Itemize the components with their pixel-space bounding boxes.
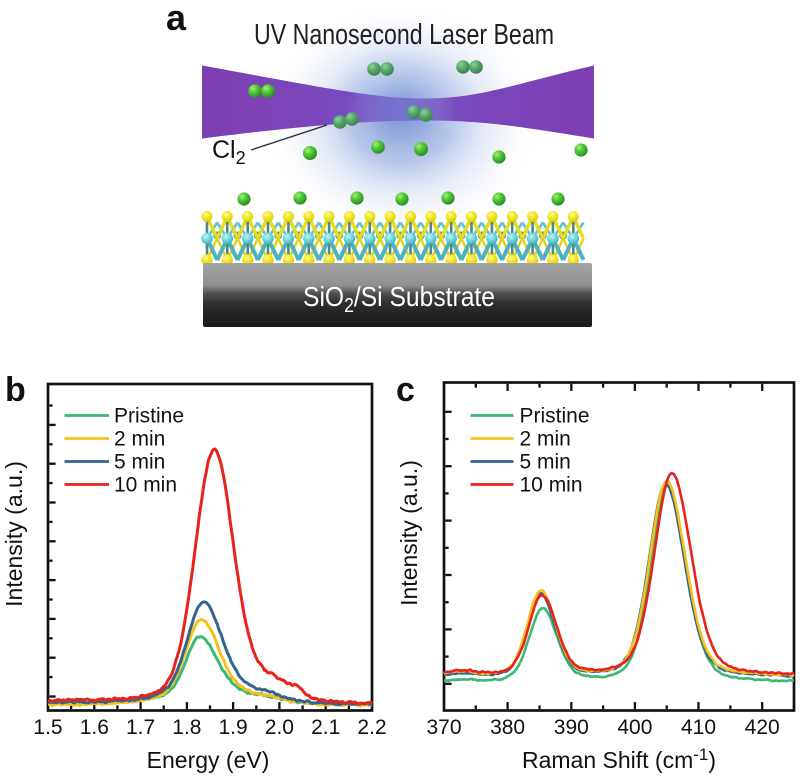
svg-text:Raman Shift (cm-1): Raman Shift (cm-1) <box>522 745 716 773</box>
svg-text:Intensity (a.u.): Intensity (a.u.) <box>396 460 422 606</box>
svg-text:5 min: 5 min <box>114 451 165 474</box>
svg-text:b: b <box>5 371 26 409</box>
svg-text:2 min: 2 min <box>520 428 571 451</box>
svg-text:390: 390 <box>554 716 589 739</box>
svg-text:a: a <box>166 0 187 38</box>
svg-text:5 min: 5 min <box>520 451 571 474</box>
svg-text:410: 410 <box>681 716 716 739</box>
svg-text:1.9: 1.9 <box>218 716 247 739</box>
svg-text:Pristine: Pristine <box>114 405 184 428</box>
svg-text:Pristine: Pristine <box>520 405 590 428</box>
svg-text:1.5: 1.5 <box>33 716 62 739</box>
svg-text:400: 400 <box>617 716 652 739</box>
svg-text:2.2: 2.2 <box>357 716 386 739</box>
svg-text:1.7: 1.7 <box>126 716 155 739</box>
svg-text:UV Nanosecond Laser Beam: UV Nanosecond Laser Beam <box>254 19 554 51</box>
svg-text:1.8: 1.8 <box>172 716 201 739</box>
svg-text:420: 420 <box>745 716 780 739</box>
svg-text:2.1: 2.1 <box>311 716 340 739</box>
svg-text:c: c <box>396 371 415 409</box>
svg-text:SiO2/Si Substrate: SiO2/Si Substrate <box>303 281 495 317</box>
svg-text:Intensity (a.u.): Intensity (a.u.) <box>1 461 27 607</box>
svg-text:380: 380 <box>490 716 525 739</box>
svg-text:2.0: 2.0 <box>265 716 294 739</box>
svg-text:1.6: 1.6 <box>80 716 109 739</box>
svg-text:370: 370 <box>426 716 461 739</box>
svg-text:10 min: 10 min <box>520 474 583 497</box>
svg-text:Energy (eV): Energy (eV) <box>147 747 270 773</box>
svg-text:2 min: 2 min <box>114 428 165 451</box>
svg-text:10 min: 10 min <box>114 474 177 497</box>
